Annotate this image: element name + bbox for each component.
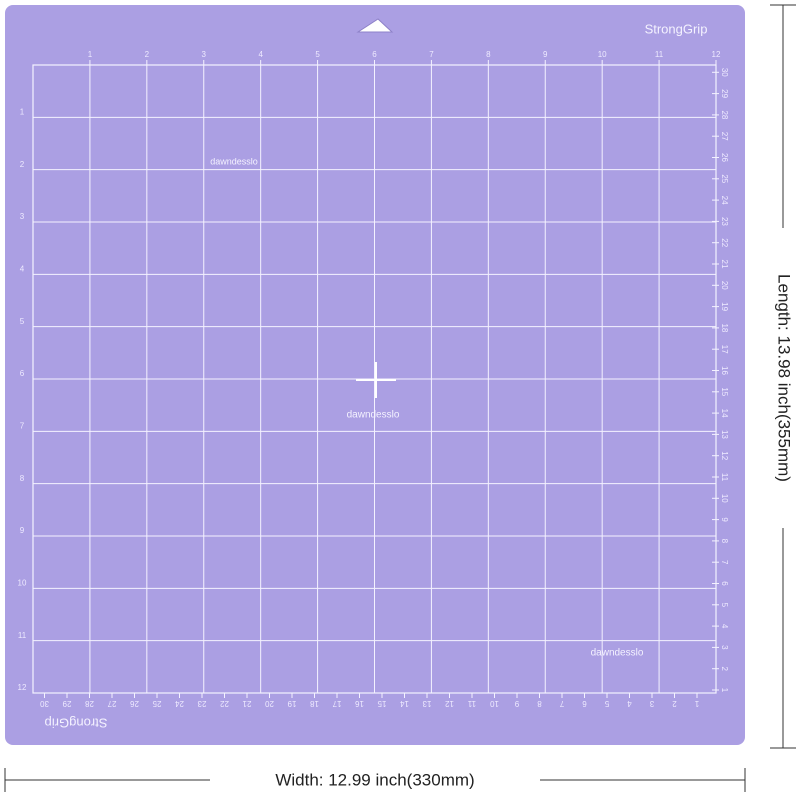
ruler-label: 26 [130,699,139,708]
ruler-label: 6 [582,699,587,708]
ruler-label: 5 [20,317,25,326]
ruler-label: 23 [197,699,206,708]
ruler-label: 9 [514,699,519,708]
ruler-label: 7 [429,50,434,59]
ruler-label: 6 [372,50,377,59]
ruler-label: 20 [720,281,729,290]
ruler-label: 4 [20,264,25,273]
ruler-label: 11 [18,631,27,640]
ruler-label: 10 [720,494,729,503]
hang-hole [356,18,394,33]
ruler-label: 23 [720,217,729,226]
ruler-label: 13 [720,430,729,439]
ruler-label: 7 [559,699,564,708]
ruler-label: 30 [720,68,729,77]
ruler-label: 12 [445,699,454,708]
ruler-label: 1 [88,50,93,59]
ruler-label: 1 [720,688,729,693]
ruler-label: 16 [355,699,364,708]
ruler-label: 4 [258,50,263,59]
watermark: dawndesslo [210,156,258,166]
ruler-label: 25 [152,699,161,708]
ruler-label: 2 [672,699,677,708]
ruler-label: 27 [107,699,116,708]
ruler-label: 8 [537,699,542,708]
ruler-label: 5 [720,603,729,608]
ruler-label: 11 [467,699,476,708]
ruler-label: 15 [377,699,386,708]
ruler-label: 24 [720,196,729,205]
ruler-label: 10 [490,699,499,708]
ruler-label: 14 [720,409,729,418]
grid [33,65,716,693]
ruler-label: 4 [720,624,729,629]
ruler-label: 29 [720,89,729,98]
ruler-label: 7 [720,560,729,565]
ruler-label: 9 [720,517,729,522]
label-bg [772,228,794,528]
ruler-label: 26 [720,153,729,162]
ruler-label: 20 [265,699,274,708]
ruler-label: 1 [20,107,25,116]
ruler-label: 17 [720,345,729,354]
ruler-label: 10 [598,50,607,59]
ruler-label: 17 [332,699,341,708]
brand: StrongGrip [45,716,108,731]
ruler-label: 8 [486,50,491,59]
ruler-label: 2 [20,160,25,169]
ruler-label: 3 [649,699,654,708]
ruler-label: 19 [287,699,296,708]
ruler-label: 21 [720,260,729,269]
ruler-label: 8 [720,539,729,544]
ruler-label: 12 [720,451,729,460]
ruler-label: 22 [720,238,729,247]
length-label: Length: 13.98 inch(355mm) [775,274,794,482]
ruler-label: 28 [85,699,94,708]
width-label: Width: 12.99 inch(330mm) [275,770,474,789]
ruler-label: 3 [720,645,729,650]
ruler-label: 6 [20,369,25,378]
ruler-label: 16 [720,366,729,375]
watermark: dawndesslo [591,648,644,659]
ruler-label: 22 [220,699,229,708]
ruler-label: 3 [202,50,207,59]
ruler-label: 10 [18,578,27,587]
label-bg [210,768,540,792]
ruler-label: 12 [18,683,27,692]
ruler-label: 4 [627,699,632,708]
ruler-label: 2 [720,666,729,671]
ruler-label: 24 [175,699,184,708]
ruler-label: 13 [422,699,431,708]
ruler-label: 5 [315,50,320,59]
ruler-label: 28 [720,110,729,119]
ruler-label: 5 [604,699,609,708]
ruler-label: 9 [543,50,548,59]
ruler-label: 6 [720,581,729,586]
ruler-label: 15 [720,387,729,396]
ruler-label: 27 [720,132,729,141]
ruler-label: 1 [694,699,699,708]
ruler-label: 11 [720,473,729,482]
ruler-label: 29 [62,699,71,708]
ruler-label: 8 [20,474,25,483]
ruler-label: 30 [40,699,49,708]
ruler-label: 25 [720,174,729,183]
ruler-label: 19 [720,302,729,311]
ruler-label: 11 [655,50,664,59]
ruler-label: 18 [310,699,319,708]
brand: StrongGrip [645,21,708,36]
ruler-label: 9 [20,526,25,535]
watermark: dawndesslo [347,410,400,421]
ruler-label: 3 [20,212,25,221]
ruler-label: 2 [145,50,150,59]
ruler-label: 21 [242,699,251,708]
ruler-label: 18 [720,323,729,332]
ruler-label: 14 [400,699,409,708]
ruler-label: 7 [20,421,25,430]
ruler-label: 12 [712,50,721,59]
